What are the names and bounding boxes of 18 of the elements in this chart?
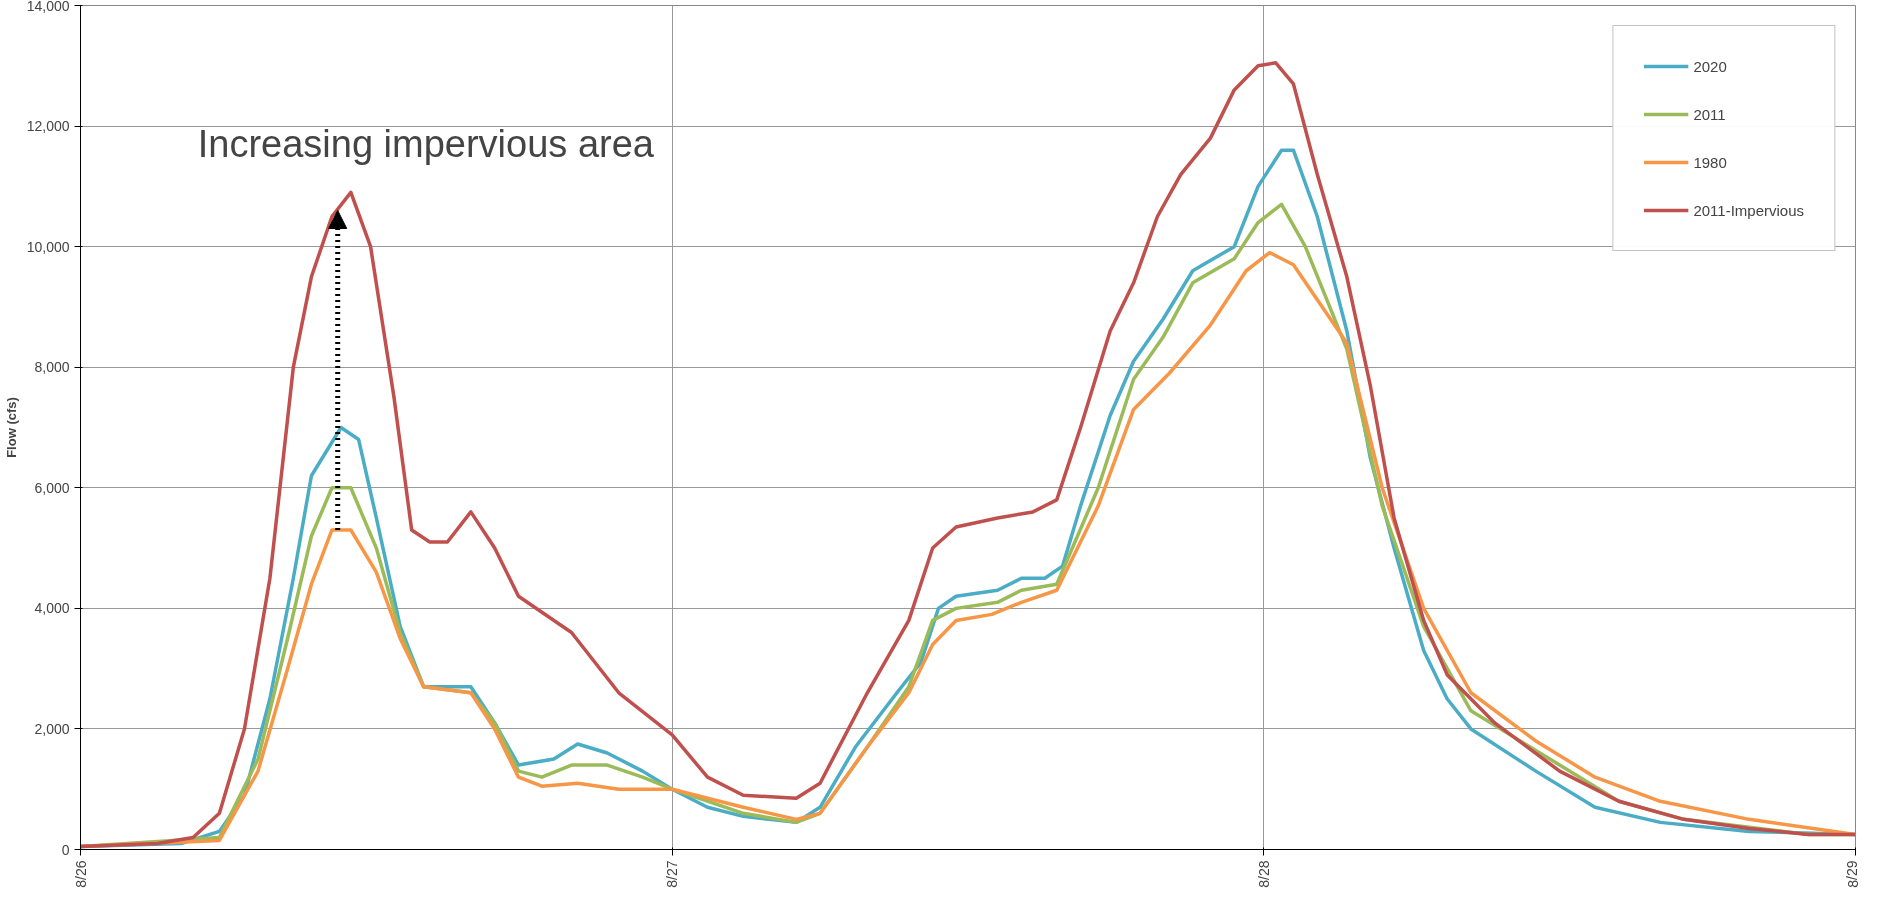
legend-label: 2011-Impervious	[1693, 201, 1804, 219]
y-tick-label: 6,000	[34, 479, 70, 496]
y-tick-label: 12,000	[26, 118, 70, 135]
y-tick-label: 4,000	[34, 600, 70, 617]
legend-label: 2020	[1693, 57, 1727, 75]
x-tick-label: 8/27	[664, 860, 681, 888]
y-tick-label: 10,000	[26, 238, 70, 255]
x-tick-label: 8/29	[1844, 860, 1861, 888]
x-tick-label: 8/28	[1255, 860, 1272, 888]
legend-label: 1980	[1693, 153, 1727, 171]
annotation: Increasing impervious area	[197, 123, 655, 166]
y-tick-label: 0	[61, 841, 70, 858]
x-tick-label: 8/26	[72, 860, 89, 888]
legend-label: 2011	[1693, 105, 1726, 123]
y-tick-label: 8,000	[34, 359, 70, 376]
y-tick-label: 2,000	[34, 720, 70, 737]
y-axis-title: Flow (cfs)	[3, 397, 19, 458]
y-tick-label: 14,000	[26, 0, 70, 14]
